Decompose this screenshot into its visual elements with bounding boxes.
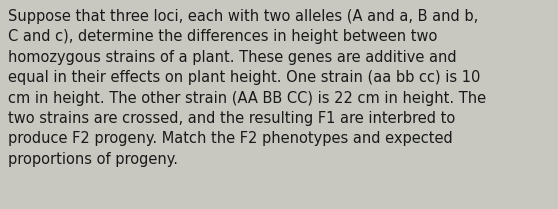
Text: Suppose that three loci, each with two alleles (A and a, B and b,
C and c), dete: Suppose that three loci, each with two a… [8,9,486,167]
